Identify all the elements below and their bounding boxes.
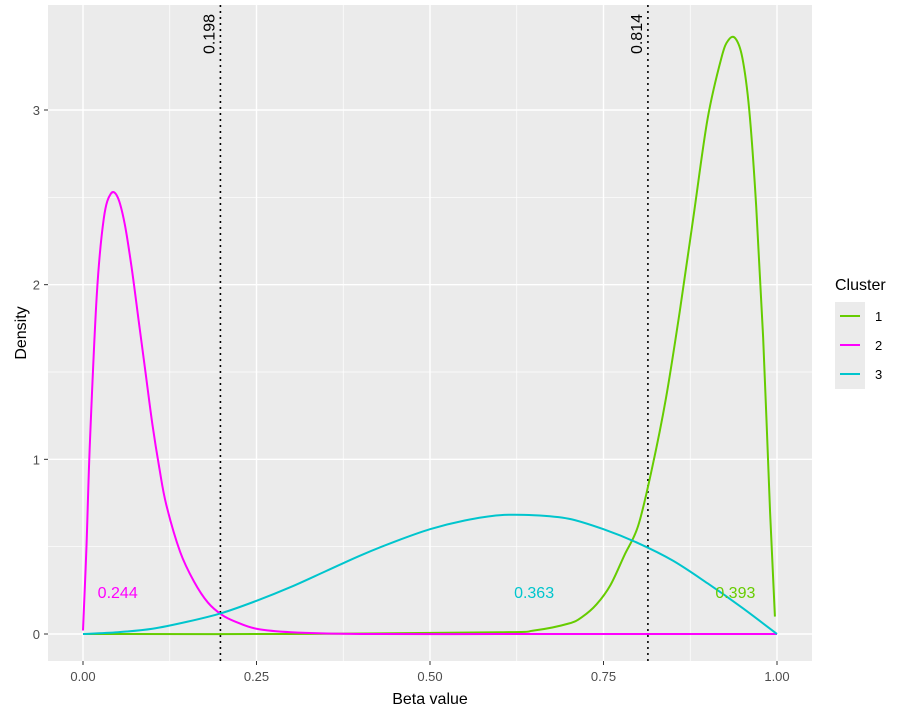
threshold-label-2: 0.814	[629, 14, 646, 54]
y-tick-label: 1	[33, 452, 40, 467]
legend: Cluster 1 2 3	[835, 277, 886, 389]
y-axis-title: Density	[13, 306, 30, 359]
legend-label-2: 2	[875, 338, 882, 353]
axes: 0.00 0.25 0.50 0.75 1.00 0 1 2 3	[33, 103, 790, 684]
legend-label-3: 3	[875, 367, 882, 382]
y-tick-label: 0	[33, 627, 40, 642]
x-axis-title: Beta value	[392, 691, 468, 708]
cluster-labels: 0.244 0.363 0.393	[98, 585, 756, 602]
legend-label-1: 1	[875, 309, 882, 324]
gridlines	[48, 5, 812, 661]
y-tick-label: 2	[33, 278, 40, 293]
series-line-2	[82, 191, 777, 636]
density-curves	[82, 35, 778, 636]
x-tick-label: 0.75	[591, 669, 616, 684]
cluster-annotation-1: 0.244	[98, 585, 138, 602]
x-tick-label: 0.00	[70, 669, 95, 684]
legend-title: Cluster	[835, 277, 886, 294]
x-tick-label: 1.00	[764, 669, 789, 684]
x-tick-label: 0.50	[417, 669, 442, 684]
cluster-annotation-3: 0.393	[715, 585, 755, 602]
series-line-3	[82, 513, 778, 635]
cluster-annotation-2: 0.363	[514, 585, 554, 602]
x-tick-label: 0.25	[244, 669, 269, 684]
threshold-lines: 0.198 0.814	[201, 5, 649, 661]
threshold-label-1: 0.198	[201, 14, 218, 54]
y-tick-label: 3	[33, 103, 40, 118]
series-line-1	[82, 35, 776, 636]
